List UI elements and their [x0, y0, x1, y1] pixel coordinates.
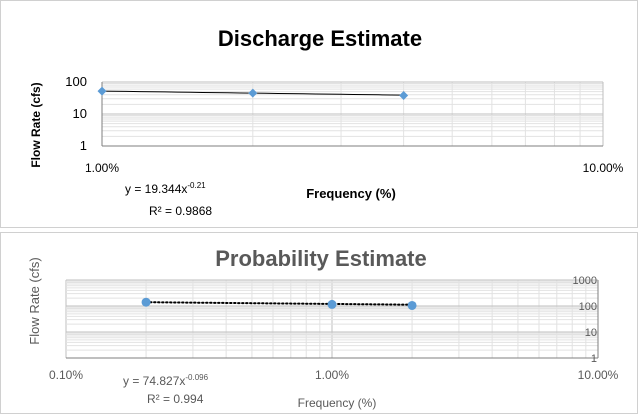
data-point — [141, 297, 151, 307]
probability-chart-panel: Probability Estimate 0.10% 1.00% 10.00% 1 10… — [0, 232, 638, 414]
tick-labels: 0.10% 1.00% 10.00% 1 10 100 1000 — [49, 275, 619, 382]
data-point — [327, 299, 337, 309]
equation-exponent: -0.096 — [185, 373, 208, 382]
x-tick-label: 1.00% — [315, 368, 349, 382]
discharge-chart-panel: Discharge Estimate 1.00% 10.00% 1 10 100 Flo… — [0, 0, 638, 228]
chart-grid — [65, 279, 599, 359]
x-tick-label: 1.00% — [85, 161, 119, 175]
discharge-chart: Discharge Estimate 1.00% 10.00% 1 10 100 Flo… — [29, 26, 624, 218]
tick-labels: 1.00% 10.00% 1 10 100 — [65, 74, 623, 175]
trendline-equation: y = 19.344x-0.21 — [125, 181, 206, 196]
chart-title: Probability Estimate — [215, 246, 427, 271]
x-axis-label: Frequency (%) — [298, 396, 377, 410]
r-squared-label: R² = 0.9868 — [149, 204, 212, 218]
y-tick-label: 1 — [591, 353, 597, 365]
equation-exponent: -0.21 — [187, 181, 206, 190]
y-tick-label: 10 — [585, 327, 597, 339]
chart-grid — [101, 81, 604, 147]
r-squared-label: R² = 0.994 — [147, 392, 204, 406]
chart-marks — [97, 86, 409, 100]
y-axis-label: Flow Rate (cfs) — [27, 257, 42, 344]
equation-base: y = 74.827x — [123, 374, 185, 388]
y-tick-label: 100 — [579, 301, 597, 313]
x-tick-label: 0.10% — [49, 368, 83, 382]
x-axis-label: Frequency (%) — [306, 186, 396, 201]
y-tick-label: 10 — [73, 106, 87, 121]
x-tick-label: 10.00% — [583, 161, 624, 175]
y-tick-label: 1 — [80, 138, 87, 153]
y-tick-label: 1000 — [573, 275, 597, 287]
data-point — [248, 88, 258, 98]
x-tick-label: 10.00% — [578, 368, 619, 382]
equation-base: y = 19.344x — [125, 182, 187, 196]
y-tick-label: 100 — [65, 74, 87, 89]
y-axis-label: Flow Rate (cfs) — [29, 82, 43, 167]
chart-marks — [141, 297, 417, 310]
trendline — [145, 301, 414, 306]
data-point — [407, 300, 417, 310]
data-point — [97, 86, 107, 96]
chart-title: Discharge Estimate — [218, 26, 422, 51]
data-point — [399, 90, 409, 100]
trendline-equation: y = 74.827x-0.096 — [123, 373, 209, 388]
probability-chart: Probability Estimate 0.10% 1.00% 10.00% 1 10… — [27, 246, 619, 410]
